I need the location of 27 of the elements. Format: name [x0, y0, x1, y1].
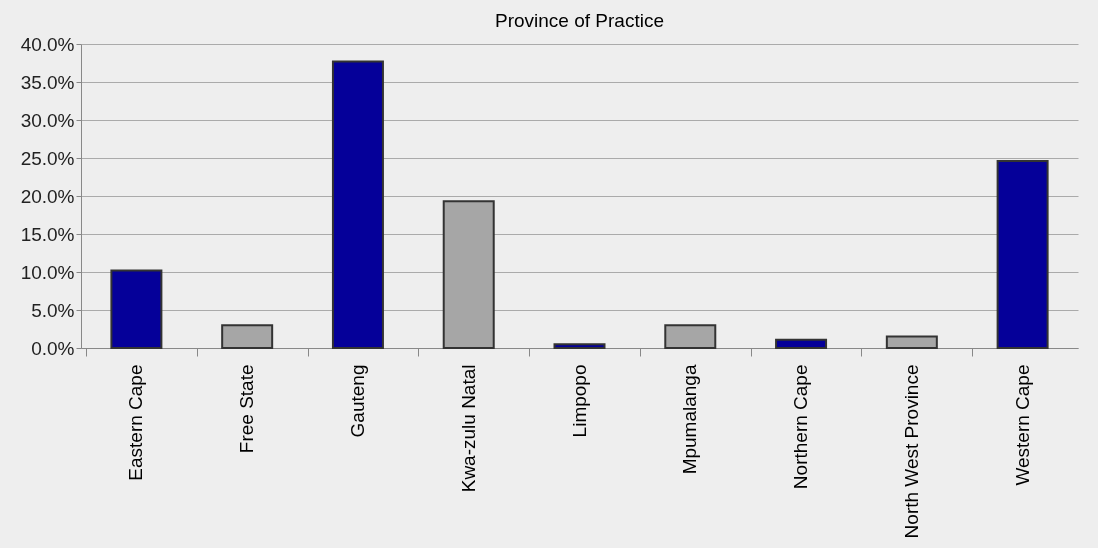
bar [775, 338, 828, 349]
x-tick-label: Kwa-zulu Natal [457, 364, 479, 493]
y-tick-label: 0.0% [31, 337, 75, 359]
y-tick-label: 40.0% [20, 33, 75, 55]
x-tick-label: Eastern Cape [125, 364, 147, 481]
chart-title: Province of Practice [495, 10, 664, 31]
bar [885, 335, 938, 349]
x-tick-label: Mpumalanga [679, 364, 701, 475]
bar [996, 160, 1049, 349]
x-tick-label: Northern Cape [790, 364, 812, 490]
x-tick-label: Gauteng [346, 364, 368, 438]
x-tick-label: Western Cape [1011, 364, 1033, 486]
y-tick-label: 30.0% [20, 109, 75, 131]
bar [110, 269, 163, 349]
bar [221, 324, 274, 349]
bar [331, 60, 384, 349]
y-tick-label: 15.0% [20, 223, 75, 245]
y-tick-label: 10.0% [20, 261, 75, 283]
bar [664, 324, 717, 349]
y-tick-label: 35.0% [20, 71, 75, 93]
x-tick-label: Free State [236, 364, 258, 454]
x-tick-label: Limpopo [568, 364, 590, 438]
y-tick-label: 20.0% [20, 185, 75, 207]
y-tick-label: 25.0% [20, 147, 75, 169]
y-tick-label: 5.0% [31, 299, 75, 321]
x-tick-label: North West Province [900, 364, 922, 539]
bar [553, 343, 606, 349]
